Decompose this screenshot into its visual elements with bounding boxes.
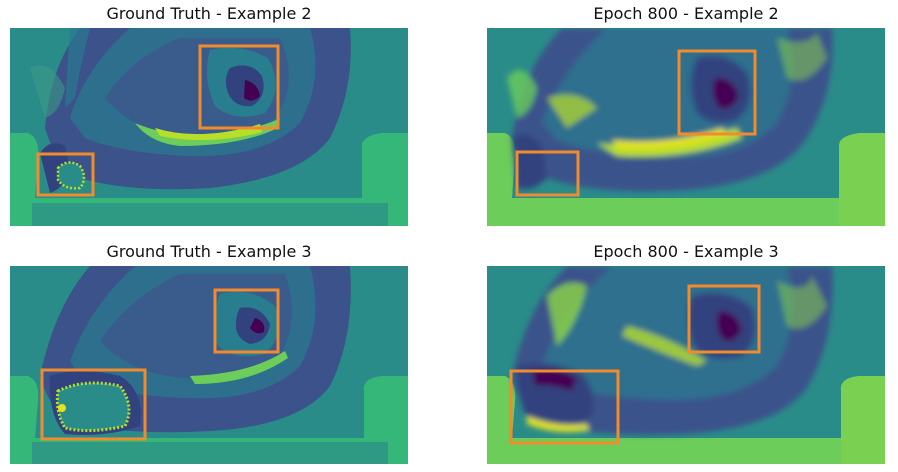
heatmap-image [10,266,408,464]
panel-title: Ground Truth - Example 3 [106,242,312,261]
panel-title: Ground Truth - Example 2 [106,4,312,23]
heatmap-image [487,266,885,464]
panel-title: Epoch 800 - Example 3 [593,242,779,261]
heatmap-image [10,28,408,226]
panel-epoch-800-example-3: Epoch 800 - Example 3 [487,242,885,464]
panel-title: Epoch 800 - Example 2 [593,4,779,23]
panel-epoch-800-example-2: Epoch 800 - Example 2 [487,4,885,226]
heatmap-image [487,28,885,226]
panel-ground-truth-example-2: Ground Truth - Example 2 [10,4,408,226]
panel-ground-truth-example-3: Ground Truth - Example 3 [10,242,408,464]
